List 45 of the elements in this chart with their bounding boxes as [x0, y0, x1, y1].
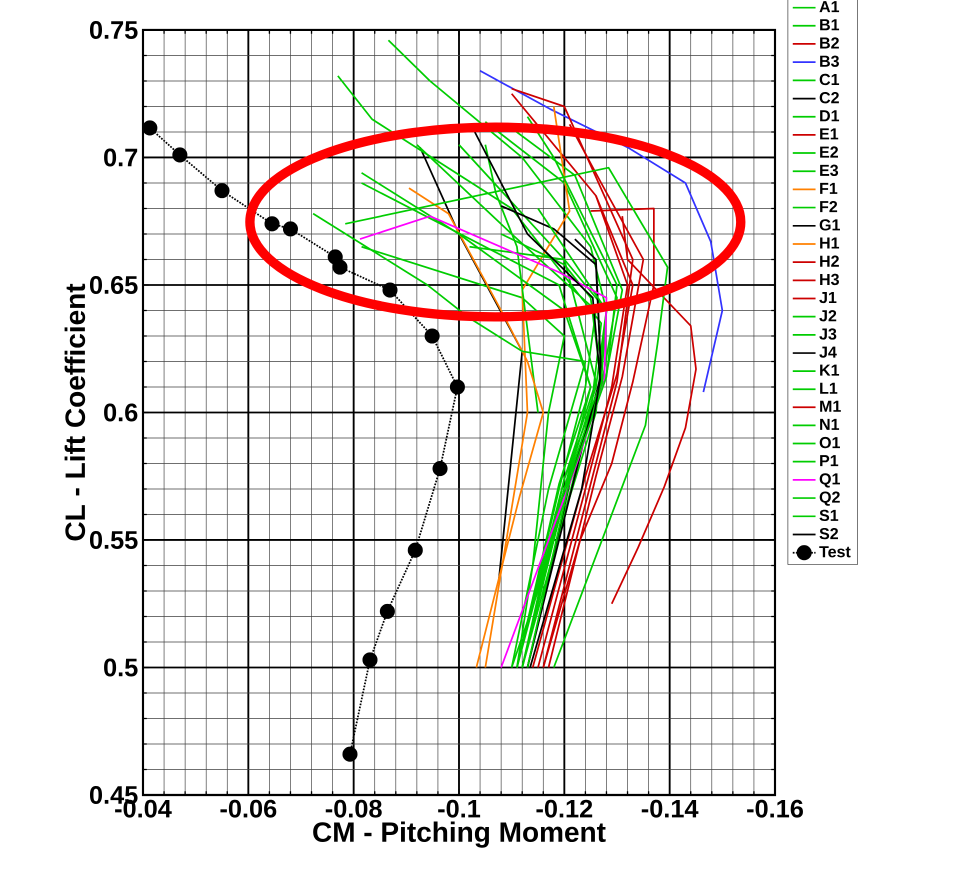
legend-label: C2	[820, 92, 839, 104]
legend-label: Q2	[820, 491, 840, 506]
y-tick-label: 0.5	[104, 658, 138, 676]
legend-label: A1	[819, 1, 840, 12]
legend-label: J3	[819, 328, 836, 340]
legend-label: D1	[820, 110, 840, 122]
x-tick-label: -0.06	[220, 800, 276, 818]
legend-label: B1	[820, 19, 840, 30]
legend-label: G1	[820, 219, 840, 231]
legend-label: J4	[819, 346, 837, 358]
legend-label: S1	[820, 510, 838, 522]
y-tick-label: 0.55	[90, 531, 138, 549]
x-axis-title: CM - Pitching Moment	[313, 821, 606, 848]
legend-label: M1	[820, 400, 841, 412]
legend-label: S2	[820, 528, 838, 540]
y-tick-label: 0.65	[90, 276, 138, 294]
legend-label: O1	[820, 436, 840, 448]
legend-label: H3	[820, 274, 839, 286]
x-tick-label: -0.12	[536, 800, 592, 818]
legend-label: K1	[820, 364, 840, 376]
legend-label: B3	[820, 56, 839, 67]
y-tick-label: 0.6	[104, 404, 138, 422]
legend-label: P1	[820, 455, 838, 466]
legend-label: F2	[820, 200, 838, 212]
legend-label: Q1	[820, 473, 840, 488]
legend-label: N1	[820, 418, 840, 430]
legend-label: B2	[820, 37, 839, 48]
legend-label: C1	[820, 74, 840, 86]
legend-label: J2	[819, 310, 836, 322]
x-tick-label: -0.1	[438, 800, 480, 818]
y-axis-title: CL - Lift Coefficient	[64, 284, 86, 540]
legend-label: H1	[820, 237, 840, 248]
y-tick-label: 0.7	[104, 148, 138, 166]
x-tick-label: -0.08	[326, 800, 382, 818]
legend-label: J1	[819, 292, 836, 304]
x-tick-label: -0.14	[642, 800, 698, 818]
legend-label: L1	[820, 382, 838, 394]
legend-label: F1	[820, 182, 838, 194]
x-tick-label: -0.16	[747, 800, 803, 818]
legend-label: E3	[820, 164, 838, 176]
legend-label: E1	[820, 128, 838, 140]
y-tick-label: 0.75	[90, 21, 138, 39]
legend-label: Test	[819, 546, 851, 558]
legend-label: E2	[820, 146, 838, 158]
legend-label: H2	[820, 256, 839, 267]
